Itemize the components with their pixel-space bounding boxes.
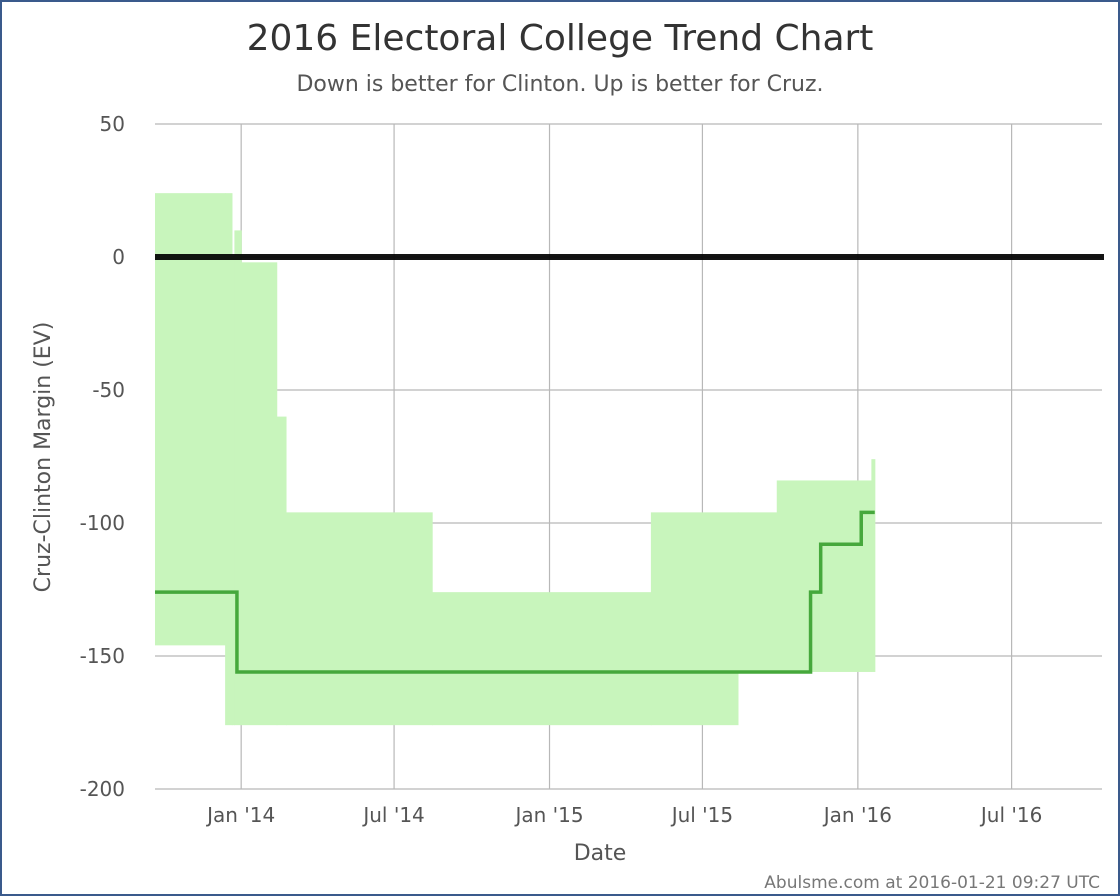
expected-margin [155, 510, 875, 674]
credit-text: Abulsme.com at 2016-01-21 09:27 UTC [764, 873, 1100, 893]
chart-subtitle: Down is better for Clinton. Up is better… [296, 72, 823, 97]
chart-title: 2016 Electoral College Trend Chart [247, 18, 874, 59]
x-tick-label: Jul '14 [361, 803, 424, 827]
range-segment [225, 193, 233, 726]
x-axis-label: Date [574, 841, 627, 866]
range-segment [241, 262, 278, 726]
range-segment [234, 230, 242, 726]
y-tick-label: -50 [92, 378, 125, 402]
range-segment [155, 193, 226, 646]
x-tick-label: Jan '16 [822, 803, 892, 827]
expected-line [155, 510, 875, 674]
x-tick-label: Jul '15 [670, 803, 733, 827]
y-tick-label: -150 [80, 644, 125, 668]
x-tick-label: Jan '15 [513, 803, 583, 827]
y-axis-label: Cruz-Clinton Margin (EV) [31, 322, 56, 593]
range-segment [276, 416, 287, 726]
range-segment [737, 512, 778, 672]
range-segment [871, 459, 876, 672]
range-segment [432, 592, 652, 726]
y-tick-label: 0 [112, 245, 125, 269]
range-segment [650, 512, 739, 726]
x-tick-label: Jan '14 [205, 803, 275, 827]
y-tick-label: -100 [80, 511, 125, 535]
range-segment [776, 480, 872, 672]
range-band [155, 193, 876, 726]
y-tick-labels: 50 0 -50 -100 -150 -200 [80, 112, 125, 801]
y-tick-label: 50 [100, 112, 125, 136]
range-segment [231, 257, 236, 726]
y-tick-label: -200 [80, 777, 125, 801]
range-segment [285, 512, 433, 726]
x-tick-labels: Jan '14 Jul '14 Jan '15 Jul '15 Jan '16 Jul '… [205, 803, 1042, 827]
x-tick-label: Jul '16 [979, 803, 1042, 827]
